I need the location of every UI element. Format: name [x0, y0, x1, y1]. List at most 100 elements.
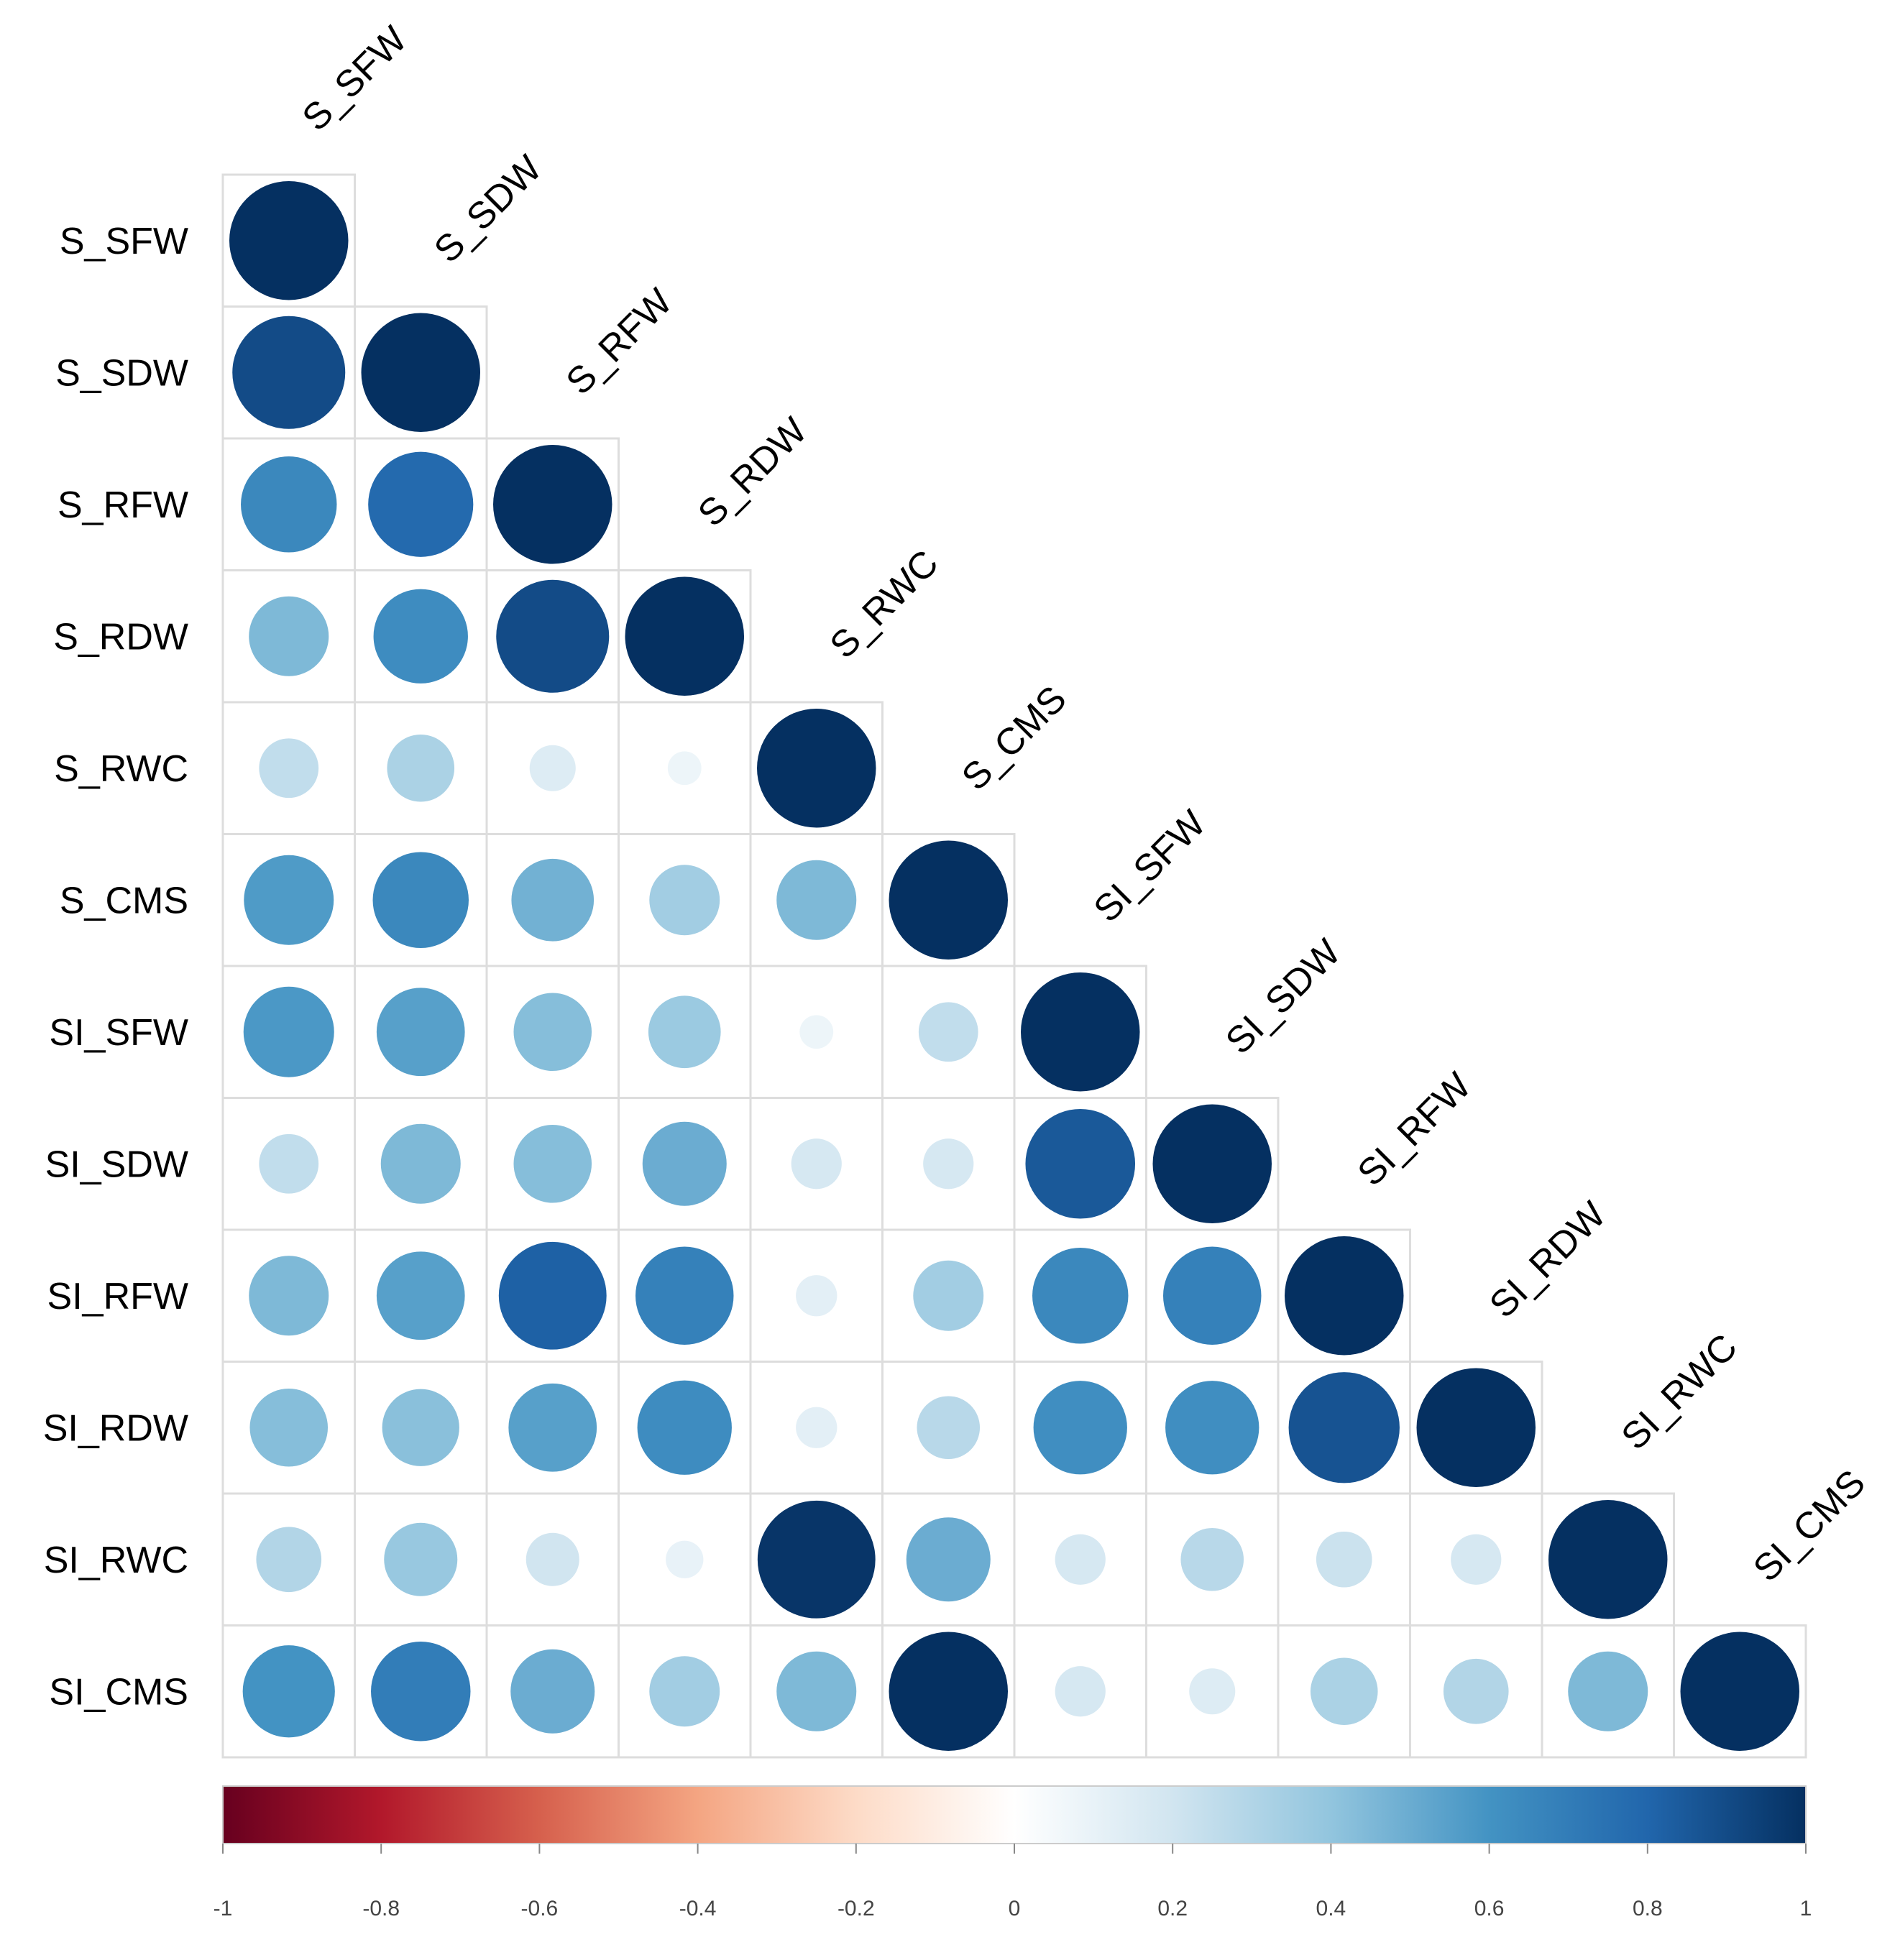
row-label-SI_RDW: SI_RDW [43, 1407, 188, 1449]
corr-circle-SI_RWC-S_SDW [384, 1522, 458, 1596]
corr-circle-SI_RFW-S_RDW [635, 1246, 734, 1345]
col-label-SI_SDW: SI_SDW [1218, 931, 1349, 1062]
corr-circle-SI_RFW-S_SFW [249, 1256, 329, 1336]
corr-circle-S_CMS-S_RWC [776, 860, 857, 940]
col-label-SI_CMS: SI_CMS [1745, 1462, 1873, 1590]
corr-circle-SI_RFW-S_CMS [913, 1260, 984, 1331]
corr-circle-SI_RWC-SI_SDW [1180, 1527, 1244, 1591]
colorbar-tick-label: -1 [214, 1897, 233, 1920]
corr-circle-SI_RDW-SI_RFW [1288, 1372, 1400, 1483]
corr-circle-SI_RDW-SI_SDW [1165, 1381, 1259, 1475]
corr-circle-SI_CMS-SI_CMS [1680, 1632, 1799, 1751]
corr-circle-SI_RFW-S_RFW [498, 1241, 607, 1350]
col-label-SI_RDW: SI_RDW [1482, 1194, 1614, 1326]
corr-circle-S_SDW-S_SFW [232, 316, 346, 429]
row-label-S_CMS: S_CMS [60, 880, 188, 921]
colorbar-tick-label: -0.6 [521, 1897, 559, 1920]
colorbar-tick-label: 0.4 [1316, 1897, 1346, 1920]
col-label-S_SDW: S_SDW [426, 147, 550, 271]
corr-circle-SI_RWC-SI_RDW [1451, 1534, 1502, 1585]
corr-circle-SI_RFW-S_SDW [376, 1251, 465, 1340]
corr-circle-SI_SFW-S_RWC [799, 1015, 834, 1049]
corr-circle-SI_CMS-SI_SDW [1189, 1668, 1236, 1715]
corr-circle-SI_RWC-SI_SFW [1055, 1534, 1106, 1585]
col-label-S_RFW: S_RFW [559, 281, 681, 403]
colorbar-tick-label: -0.2 [837, 1897, 875, 1920]
colorbar-tick-label: 1 [1800, 1897, 1812, 1920]
corr-circle-S_RDW-S_RDW [625, 576, 744, 696]
corr-circle-SI_SFW-S_CMS [918, 1002, 978, 1062]
row-label-S_SDW: S_SDW [55, 352, 188, 394]
col-label-S_RDW: S_RDW [690, 410, 815, 535]
correlation-circles [229, 181, 1799, 1751]
corr-circle-SI_RDW-SI_RDW [1416, 1368, 1536, 1487]
corr-circle-SI_SDW-S_RDW [642, 1121, 727, 1206]
corr-circle-S_RWC-S_SDW [387, 734, 455, 802]
corr-circle-S_RFW-S_SFW [241, 456, 337, 553]
colorbar-gradient [222, 1785, 1807, 1844]
row-label-S_RWC: S_RWC [54, 748, 188, 790]
corr-circle-SI_RWC-S_RDW [666, 1540, 704, 1578]
col-label-S_SFW: S_SFW [295, 19, 416, 139]
colorbar-tick-label: 0.6 [1474, 1897, 1505, 1920]
col-label-SI_SFW: SI_SFW [1086, 803, 1214, 931]
row-label-SI_RFW: SI_RFW [47, 1276, 188, 1317]
corr-circle-S_RWC-S_RFW [529, 745, 576, 791]
corr-circle-SI_SDW-SI_SDW [1152, 1104, 1272, 1223]
col-label-SI_RWC: SI_RWC [1614, 1326, 1745, 1458]
corr-circle-S_CMS-S_RDW [649, 865, 720, 936]
corr-circle-SI_RWC-S_CMS [906, 1517, 991, 1602]
corr-circle-S_RFW-S_SDW [368, 451, 474, 557]
corr-circle-S_CMS-S_SDW [372, 852, 469, 948]
corr-circle-SI_SDW-S_SFW [259, 1133, 319, 1194]
corr-circle-S_CMS-S_CMS [889, 840, 1008, 960]
row-label-SI_RWC: SI_RWC [44, 1540, 188, 1581]
corr-circle-SI_CMS-S_RFW [510, 1649, 595, 1734]
row-label-S_RFW: S_RFW [58, 484, 188, 526]
row-label-SI_CMS: SI_CMS [49, 1671, 188, 1713]
corr-circle-SI_CMS-S_CMS [889, 1632, 1008, 1751]
corr-circle-SI_RFW-S_RWC [796, 1275, 837, 1317]
corr-circle-SI_RWC-S_RFW [526, 1532, 579, 1586]
corr-circle-SI_RFW-SI_SDW [1163, 1246, 1262, 1345]
corr-circle-SI_RWC-S_SFW [256, 1527, 322, 1593]
corr-circle-S_SFW-S_SFW [229, 181, 349, 300]
corr-circle-SI_SDW-S_RFW [513, 1124, 592, 1203]
corr-circle-SI_CMS-S_RDW [649, 1656, 720, 1727]
corr-circle-SI_RDW-S_RFW [508, 1383, 597, 1472]
row-labels: S_SFW S_SDW S_RFW S_RDW S_RWC S_CMS SI_SFW SI_S… [43, 221, 188, 1713]
corr-circle-SI_CMS-S_SFW [242, 1645, 335, 1738]
corr-circle-S_RDW-S_SDW [373, 589, 468, 684]
corr-circle-SI_RDW-SI_SFW [1033, 1381, 1127, 1475]
colorbar [222, 1785, 1807, 1844]
col-label-S_CMS: S_CMS [954, 678, 1075, 799]
corr-circle-SI_RFW-SI_RFW [1285, 1236, 1404, 1356]
corr-circle-SI_RWC-SI_RFW [1316, 1531, 1372, 1588]
corr-circle-S_CMS-S_RFW [511, 858, 595, 942]
corr-circle-SI_SDW-S_RWC [791, 1138, 842, 1190]
col-label-SI_RFW: SI_RFW [1350, 1065, 1479, 1195]
corr-circle-SI_CMS-S_SDW [371, 1642, 471, 1742]
corr-circle-S_RFW-S_RFW [493, 445, 612, 564]
colorbar-ticks: -1 -0.8 -0.6 -0.4 -0.2 0 0.2 0.4 0.6 0.8 1 [214, 1844, 1812, 1920]
corr-circle-S_RWC-S_SFW [259, 738, 319, 799]
corr-circle-SI_RDW-S_RWC [796, 1407, 837, 1448]
corr-circle-SI_CMS-SI_SFW [1055, 1666, 1106, 1717]
corr-circle-SI_SDW-S_CMS [923, 1138, 974, 1190]
colorbar-tick-label: -0.8 [362, 1897, 400, 1920]
row-label-S_SFW: S_SFW [60, 221, 188, 262]
corr-circle-SI_RDW-S_CMS [917, 1396, 981, 1460]
corr-circle-SI_CMS-SI_RWC [1568, 1651, 1648, 1731]
corr-circle-S_RWC-S_RDW [667, 751, 702, 786]
colorbar-tick-label: -0.4 [679, 1897, 717, 1920]
corr-circle-S_CMS-S_SFW [244, 855, 334, 945]
colorbar-tick-label: 0.8 [1633, 1897, 1663, 1920]
corr-circle-S_RDW-S_SFW [249, 596, 329, 676]
corr-circle-SI_CMS-SI_RDW [1443, 1658, 1509, 1724]
corr-circle-SI_RDW-S_SDW [382, 1389, 459, 1466]
corr-circle-SI_CMS-SI_RFW [1310, 1657, 1378, 1726]
corr-circle-SI_SFW-S_SDW [376, 988, 465, 1077]
corr-circle-SI_SFW-S_RDW [648, 995, 721, 1069]
corr-circle-SI_SFW-S_SFW [243, 986, 334, 1077]
